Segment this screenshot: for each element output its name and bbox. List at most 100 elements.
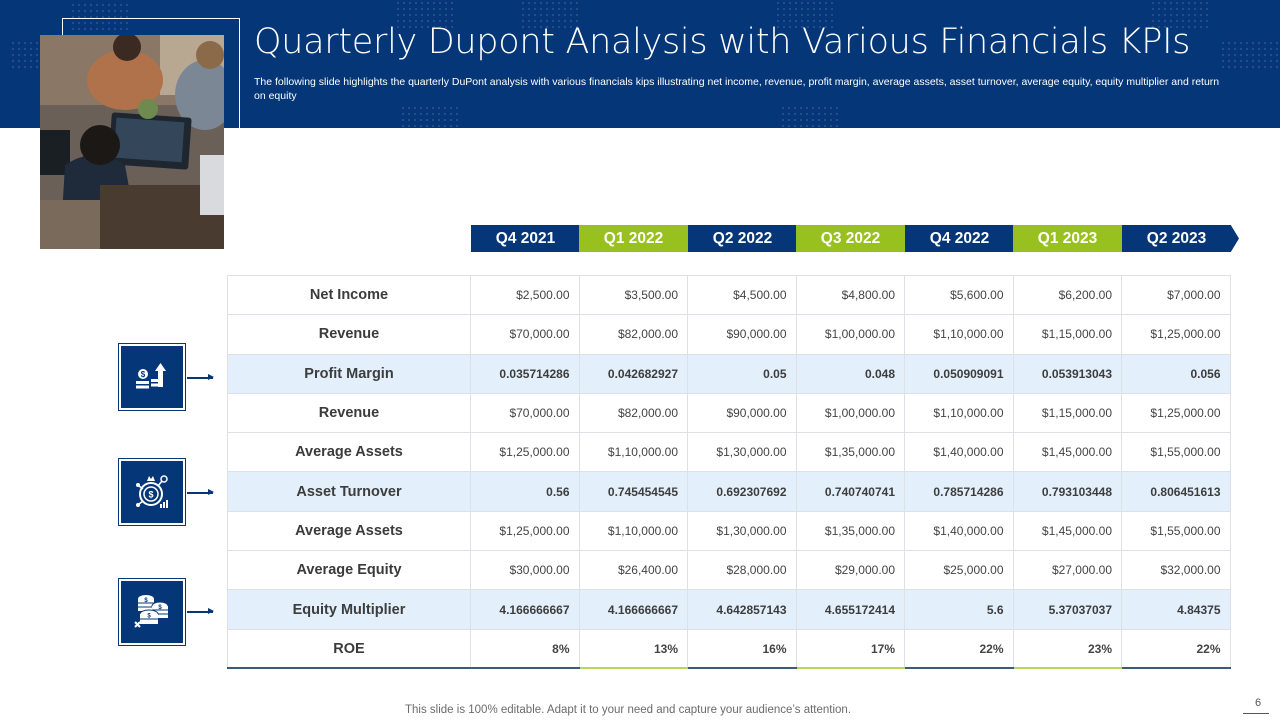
table-cell: 0.05 [687, 353, 797, 394]
table-cell: 0.042682927 [578, 353, 688, 394]
svg-text:$: $ [147, 614, 151, 620]
table-cell: $1,40,000.00 [904, 432, 1014, 473]
coin-stacks-icon: $ $ $ [134, 595, 169, 628]
table-row: Net Income $2,500.00 $3,500.00 $4,500.00… [227, 274, 1231, 316]
table-cell: $32,000.00 [1121, 550, 1231, 591]
table-cell: $1,10,000.00 [578, 510, 688, 552]
table-cell: 0.806451613 [1121, 471, 1231, 512]
table-row-highlight: Profit Margin 0.035714286 0.042682927 0.… [227, 353, 1231, 394]
money-growth-icon: $ [136, 363, 166, 389]
svg-text:$: $ [144, 598, 148, 604]
table-cell: $1,00,000.00 [795, 314, 905, 355]
row-label: Profit Margin [227, 353, 471, 394]
table-cell: $1,55,000.00 [1121, 510, 1231, 552]
page-subtitle: The following slide highlights the quart… [254, 76, 1220, 102]
table-cell: $4,800.00 [795, 274, 905, 316]
quarter-chevron: Q3 2022 [796, 225, 913, 252]
quarter-chevron: Q2 2022 [688, 225, 805, 252]
table-row: Average Assets $1,25,000.00 $1,10,000.00… [227, 510, 1231, 552]
table-cell: $1,10,000.00 [904, 392, 1014, 434]
table-cell: $1,30,000.00 [687, 432, 797, 473]
table-cell: 13% [578, 628, 688, 670]
table-cell: 0.785714286 [904, 471, 1014, 512]
table-cell: 5.6 [904, 589, 1014, 630]
table-cell: 22% [904, 628, 1014, 670]
quarter-chevron: Q2 2023 [1122, 225, 1239, 252]
table-cell: $4,500.00 [687, 274, 797, 316]
row-label: Revenue [227, 392, 471, 434]
row-label: Average Assets [227, 510, 471, 552]
table-cell: 23% [1012, 628, 1122, 670]
svg-text:$: $ [148, 490, 153, 500]
table-cell: $5,600.00 [904, 274, 1014, 316]
quarter-chevron: Q1 2022 [579, 225, 696, 252]
table-cell: 4.655172414 [795, 589, 905, 630]
table-cell: 22% [1121, 628, 1231, 670]
row-label: Asset Turnover [227, 471, 471, 512]
table-cell: 0.056 [1121, 353, 1231, 394]
quarter-chevron: Q4 2021 [471, 225, 588, 252]
table-cell: 0.692307692 [687, 471, 797, 512]
table-cell: $29,000.00 [795, 550, 905, 591]
table-cell: $2,500.00 [470, 274, 580, 316]
table-cell: 0.740740741 [795, 471, 905, 512]
table-cell: 0.035714286 [470, 353, 580, 394]
table-cell: $1,45,000.00 [1012, 510, 1122, 552]
dupont-kpi-table: Net Income $2,500.00 $3,500.00 $4,500.00… [227, 274, 1231, 670]
table-cell: $1,25,000.00 [470, 432, 580, 473]
table-cell: 0.048 [795, 353, 905, 394]
table-cell: $3,500.00 [578, 274, 688, 316]
table-cell: 16% [687, 628, 797, 670]
table-cell: $1,25,000.00 [1121, 392, 1231, 434]
table-cell: $82,000.00 [578, 392, 688, 434]
page-number: 6 [1255, 697, 1262, 709]
table-cell: $1,35,000.00 [795, 432, 905, 473]
table-cell: $1,25,000.00 [1121, 314, 1231, 355]
table-cell: $1,40,000.00 [904, 510, 1014, 552]
row-label: Average Equity [227, 550, 471, 591]
table-cell: $70,000.00 [470, 392, 580, 434]
table-row: Average Assets $1,25,000.00 $1,10,000.00… [227, 432, 1231, 473]
table-cell: $1,15,000.00 [1012, 392, 1122, 434]
table-cell: 8% [470, 628, 580, 670]
table-cell: $1,10,000.00 [578, 432, 688, 473]
table-cell: $25,000.00 [904, 550, 1014, 591]
table-cell: $28,000.00 [687, 550, 797, 591]
table-cell: $30,000.00 [470, 550, 580, 591]
row-label: Equity Multiplier [227, 589, 471, 630]
svg-text:$: $ [141, 370, 146, 379]
table-cell: $7,000.00 [1121, 274, 1231, 316]
table-row: Revenue $70,000.00 $82,000.00 $90,000.00… [227, 314, 1231, 355]
table-cell: 4.642857143 [687, 589, 797, 630]
table-cell: $90,000.00 [687, 392, 797, 434]
row-label: ROE [227, 628, 471, 670]
table-cell: 5.37037037 [1012, 589, 1122, 630]
table-cell: $90,000.00 [687, 314, 797, 355]
table-cell: 0.56 [470, 471, 580, 512]
arrow-icon [187, 608, 214, 614]
table-cell: 0.793103448 [1012, 471, 1122, 512]
table-cell: $6,200.00 [1012, 274, 1122, 316]
team-photo [40, 35, 224, 249]
table-cell: $1,35,000.00 [795, 510, 905, 552]
table-cell: 4.166666667 [578, 589, 688, 630]
table-cell: 0.050909091 [904, 353, 1014, 394]
svg-text:$: $ [158, 605, 162, 611]
table-cell: 0.745454545 [578, 471, 688, 512]
row-label: Average Assets [227, 432, 471, 473]
table-cell: $27,000.00 [1012, 550, 1122, 591]
table-row-roe: ROE 8% 13% 16% 17% 22% 23% 22% [227, 628, 1231, 670]
quarter-chevron: Q4 2022 [905, 225, 1022, 252]
table-cell: $26,400.00 [578, 550, 688, 591]
quarter-chevron: Q1 2023 [1013, 225, 1130, 252]
table-cell: 4.166666667 [470, 589, 580, 630]
table-cell: $1,25,000.00 [470, 510, 580, 552]
table-row-highlight: Equity Multiplier 4.166666667 4.16666666… [227, 589, 1231, 630]
profit-margin-icon-box: $ [118, 343, 186, 411]
dollar-target-icon: $ [136, 475, 168, 508]
arrow-icon [187, 489, 214, 495]
table-cell: 17% [795, 628, 905, 670]
table-row-highlight: Asset Turnover 0.56 0.745454545 0.692307… [227, 471, 1231, 512]
row-label: Revenue [227, 314, 471, 355]
table-cell: $1,10,000.00 [904, 314, 1014, 355]
